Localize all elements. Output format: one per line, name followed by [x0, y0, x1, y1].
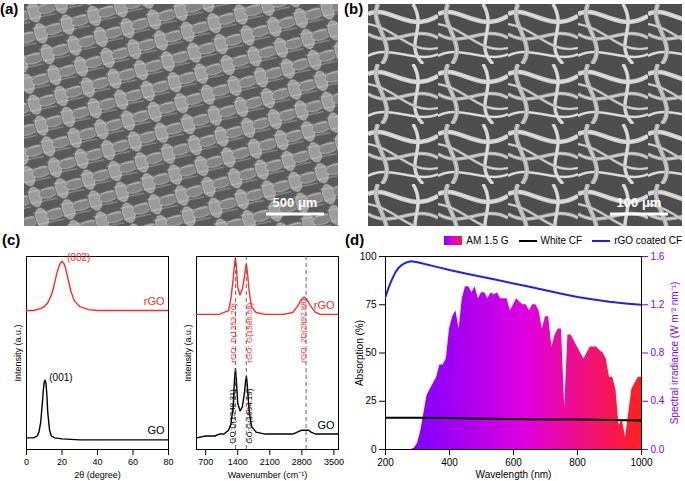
svg-text:1.6: 1.6 [651, 251, 665, 262]
svg-text:1000: 1000 [630, 457, 653, 468]
svg-text:400: 400 [441, 457, 458, 468]
svg-text:2800: 2800 [292, 457, 312, 467]
svg-text:GO: GO [317, 419, 335, 431]
svg-text:80: 80 [163, 457, 173, 467]
svg-text:20: 20 [57, 457, 67, 467]
svg-text:rGO: rGO [144, 295, 165, 307]
svg-text:0.4: 0.4 [651, 395, 665, 406]
svg-text:Spectral irradiance (W m⁻² nm⁻: Spectral irradiance (W m⁻² nm⁻¹) [669, 282, 680, 425]
svg-text:3500: 3500 [324, 457, 344, 467]
svg-text:75: 75 [365, 299, 377, 310]
svg-text:0: 0 [371, 444, 377, 455]
svg-text:40: 40 [92, 457, 102, 467]
svg-text:100 μm: 100 μm [617, 195, 662, 210]
svg-text:2θ (degree): 2θ (degree) [74, 470, 121, 480]
svg-text:800: 800 [569, 457, 586, 468]
svg-text:0: 0 [24, 457, 29, 467]
svg-text:rGO: rGO [314, 299, 335, 311]
svg-text:rGO: D(1353.20): rGO: D(1353.20) [229, 303, 238, 363]
svg-text:0.0: 0.0 [651, 444, 665, 455]
svg-text:GO:D(1348.31): GO:D(1348.31) [228, 389, 237, 444]
svg-text:GO:G(1594.19): GO:G(1594.19) [245, 388, 254, 443]
svg-text:500 μm: 500 μm [273, 195, 318, 210]
svg-text:GO: GO [147, 424, 165, 436]
svg-text:Absorption (%): Absorption (%) [354, 320, 365, 386]
svg-text:rGO: 2D(2892.88): rGO: 2D(2892.88) [299, 298, 308, 362]
html-text:(d): (d) [345, 231, 365, 248]
svg-text:Intensity (a.u.): Intensity (a.u.) [183, 324, 193, 381]
svg-text:60: 60 [128, 457, 138, 467]
svg-text:Intensity (a.u.): Intensity (a.u.) [13, 324, 23, 381]
html-text:(b): (b) [344, 0, 364, 17]
svg-text:1.2: 1.2 [651, 299, 665, 310]
html-text:(c): (c) [2, 231, 21, 248]
svg-text:700: 700 [198, 457, 213, 467]
svg-text:100: 100 [360, 251, 377, 262]
svg-text:(001): (001) [49, 372, 72, 383]
svg-text:Wavenumber (cm⁻¹): Wavenumber (cm⁻¹) [228, 470, 308, 480]
svg-text:0.8: 0.8 [651, 347, 665, 358]
html-text:(a): (a) [0, 0, 19, 17]
svg-text:2100: 2100 [260, 457, 280, 467]
svg-text:rGO: G(1586.56): rGO: G(1586.56) [245, 302, 254, 362]
svg-text:1400: 1400 [228, 457, 248, 467]
html-text:rGO coated CF: rGO coated CF [614, 235, 682, 246]
svg-text:600: 600 [505, 457, 522, 468]
svg-text:50: 50 [365, 347, 377, 358]
html-text:AM 1.5 G: AM 1.5 G [466, 235, 509, 246]
svg-text:25: 25 [365, 395, 377, 406]
html-text:White CF: White CF [540, 235, 583, 246]
svg-text:200: 200 [377, 457, 394, 468]
svg-text:Wavelength (nm): Wavelength (nm) [476, 469, 552, 480]
svg-text:(002): (002) [67, 252, 90, 263]
